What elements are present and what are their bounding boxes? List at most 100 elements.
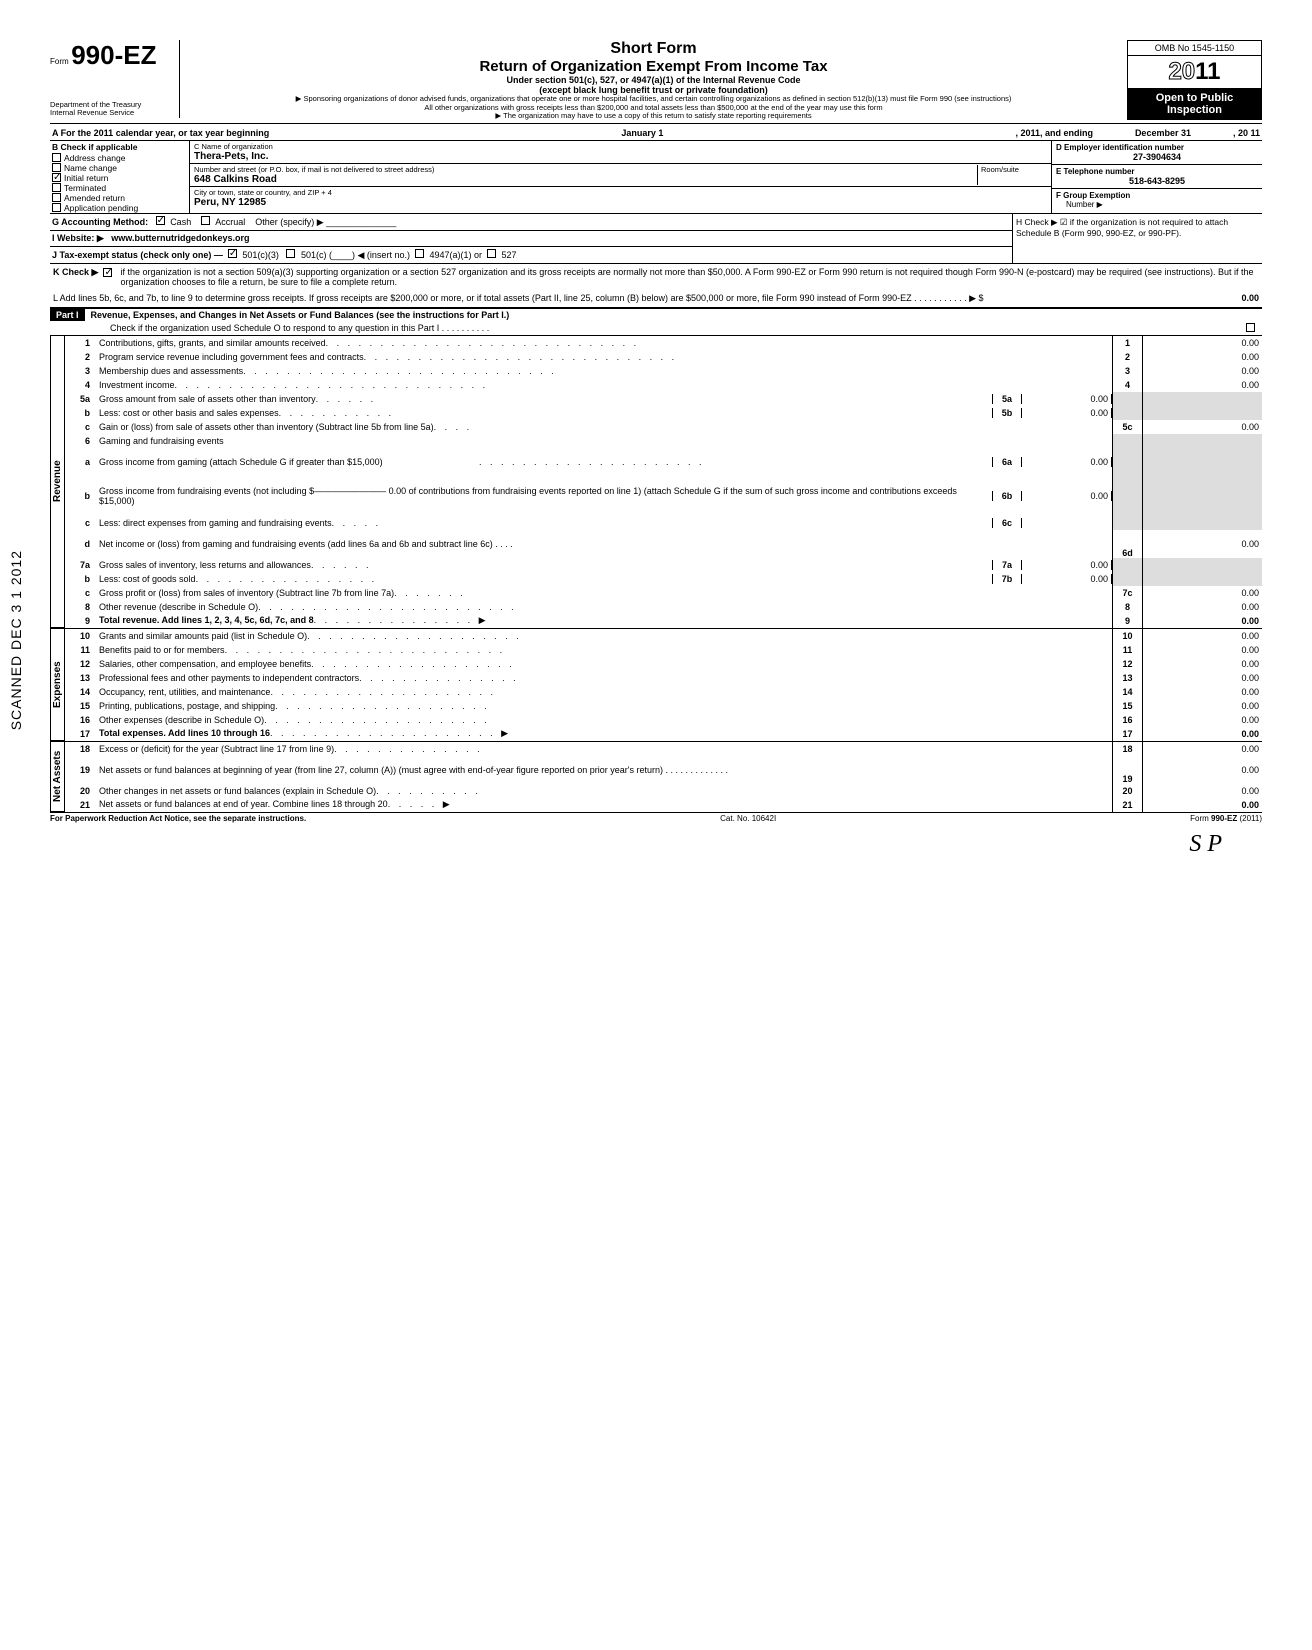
cb-terminated[interactable] [52,183,61,192]
form-prefix: Form [50,57,69,66]
group-exemption-label: F Group Exemption [1056,191,1258,200]
city-label: City or town, state or country, and ZIP … [194,188,1047,197]
section-a-mid: , 2011, and ending [1015,128,1093,138]
line-5c-text: Gain or (loss) from sale of assets other… [99,422,434,432]
section-c: C Name of organization Thera-Pets, Inc. … [190,141,1052,213]
line-4-text: Investment income [99,380,175,390]
line-16-value: 0.00 [1142,713,1262,727]
signature: S P [50,831,1262,858]
line-5b-value: 0.00 [1022,408,1112,418]
line-7a-text: Gross sales of inventory, less returns a… [99,560,311,570]
cb-initial-return[interactable] [52,173,61,182]
lbl-501c: 501(c) ( [301,250,332,260]
line-8-value: 0.00 [1142,600,1262,614]
line-12-text: Salaries, other compensation, and employ… [99,659,311,669]
form-number: 990-EZ [71,40,156,70]
lbl-address-change: Address change [64,153,125,163]
line-7b-value: 0.00 [1022,574,1112,584]
section-h: H Check ▶ ☑ if the organization is not r… [1016,217,1228,238]
line-15-text: Printing, publications, postage, and shi… [99,701,275,711]
lbl-terminated: Terminated [64,183,106,193]
cb-schedule-o[interactable] [1246,323,1255,332]
cb-section-k[interactable] [103,268,112,277]
section-k-text: if the organization is not a section 509… [120,267,1259,287]
line-19-value: 0.00 [1142,756,1262,784]
section-l-value: 0.00 [1139,293,1259,304]
phone-value: 518-643-8295 [1056,176,1258,186]
section-a-label: A For the 2011 calendar year, or tax yea… [52,128,269,138]
line-6d-text: Net income or (loss) from gaming and fun… [99,539,493,549]
net-assets-tab: Net Assets [50,742,65,812]
cb-address-change[interactable] [52,153,61,162]
line-7a-value: 0.00 [1022,560,1112,570]
lbl-insert-no: ) ◀ (insert no.) [352,250,410,260]
line-12-value: 0.00 [1142,657,1262,671]
line-21-text: Net assets or fund balances at end of ye… [99,799,388,810]
line-14-text: Occupancy, rent, utilities, and maintena… [99,687,270,697]
org-name-label: C Name of organization [194,142,1047,151]
section-a-jan: January 1 [269,128,1015,138]
cb-name-change[interactable] [52,163,61,172]
phone-label: E Telephone number [1056,167,1258,176]
cb-501c[interactable] [286,249,295,258]
part-1-title: Revenue, Expenses, and Changes in Net As… [85,310,510,320]
line-14-value: 0.00 [1142,685,1262,699]
org-name: Thera-Pets, Inc. [194,151,1047,162]
line-5a-text: Gross amount from sale of assets other t… [99,394,316,404]
lbl-initial-return: Initial return [64,173,108,183]
footer-mid: Cat. No. 10642I [720,814,776,823]
line-6a-text: Gross income from gaming (attach Schedul… [99,457,479,467]
line-18-text: Excess or (deficit) for the year (Subtra… [99,744,334,754]
tax-year: 2011 [1127,55,1262,88]
section-a-end: , 20 11 [1233,128,1260,138]
expenses-tab: Expenses [50,629,65,741]
section-b-header: B Check if applicable [50,141,189,153]
cb-amended[interactable] [52,193,61,202]
section-g-label: G Accounting Method: [52,217,148,227]
city-state-zip: Peru, NY 12985 [194,197,1047,208]
lbl-501c3: 501(c)(3) [242,250,279,260]
footer-right: Form 990-EZ (2011) [1190,814,1262,823]
line-17-value: 0.00 [1142,727,1262,741]
line-6c-text: Less: direct expenses from gaming and fu… [99,518,332,528]
ein-value: 27-3904634 [1056,152,1258,162]
lbl-527: 527 [502,250,517,260]
cb-501c3[interactable] [228,249,237,258]
cb-application-pending[interactable] [52,203,61,212]
line-17-text: Total expenses. Add lines 10 through 16 [99,728,270,738]
line-7c-value: 0.00 [1142,586,1262,600]
part-1-check-text: Check if the organization used Schedule … [110,323,1246,333]
cb-4947a1[interactable] [415,249,424,258]
line-13-text: Professional fees and other payments to … [99,673,359,683]
line-7b-text: Less: cost of goods sold [99,574,196,584]
line-21-value: 0.00 [1142,798,1262,812]
lbl-other-method: Other (specify) ▶ [255,217,323,227]
form-header: Form 990-EZ Department of the Treasury I… [50,40,1262,121]
line-20-value: 0.00 [1142,784,1262,798]
cb-527[interactable] [487,249,496,258]
line-7c-text: Gross profit or (loss) from sales of inv… [99,588,394,598]
line-11-text: Benefits paid to or for members [99,645,225,655]
cb-accrual[interactable] [201,216,210,225]
line-6b-text: Gross income from fundraising events (no… [99,486,957,506]
lbl-4947a1: 4947(a)(1) or [429,250,482,260]
open-line-2: Inspection [1131,104,1258,116]
line-6a-value: 0.00 [1022,457,1112,467]
revenue-tab: Revenue [50,336,65,628]
line-1-text: Contributions, gifts, grants, and simila… [99,338,326,348]
line-2-text: Program service revenue including govern… [99,352,364,362]
line-8-text: Other revenue (describe in Schedule O) [99,602,258,612]
cb-cash[interactable] [156,216,165,225]
return-title: Return of Organization Exempt From Incom… [190,58,1117,75]
line-6b-value: 0.00 [1022,491,1112,501]
open-to-public: Open to Public Inspection [1127,88,1262,120]
line-6d-value: 0.00 [1142,530,1262,558]
section-k-label: K Check ▶ [53,267,98,287]
line-11-value: 0.00 [1142,643,1262,657]
street-address: 648 Calkins Road [194,174,977,185]
line-5b-text: Less: cost or other basis and sales expe… [99,408,279,418]
line-3-value: 0.00 [1142,364,1262,378]
line-16-text: Other expenses (describe in Schedule O) [99,715,264,725]
line-1-value: 0.00 [1142,336,1262,350]
part-1-label: Part I [50,309,85,321]
